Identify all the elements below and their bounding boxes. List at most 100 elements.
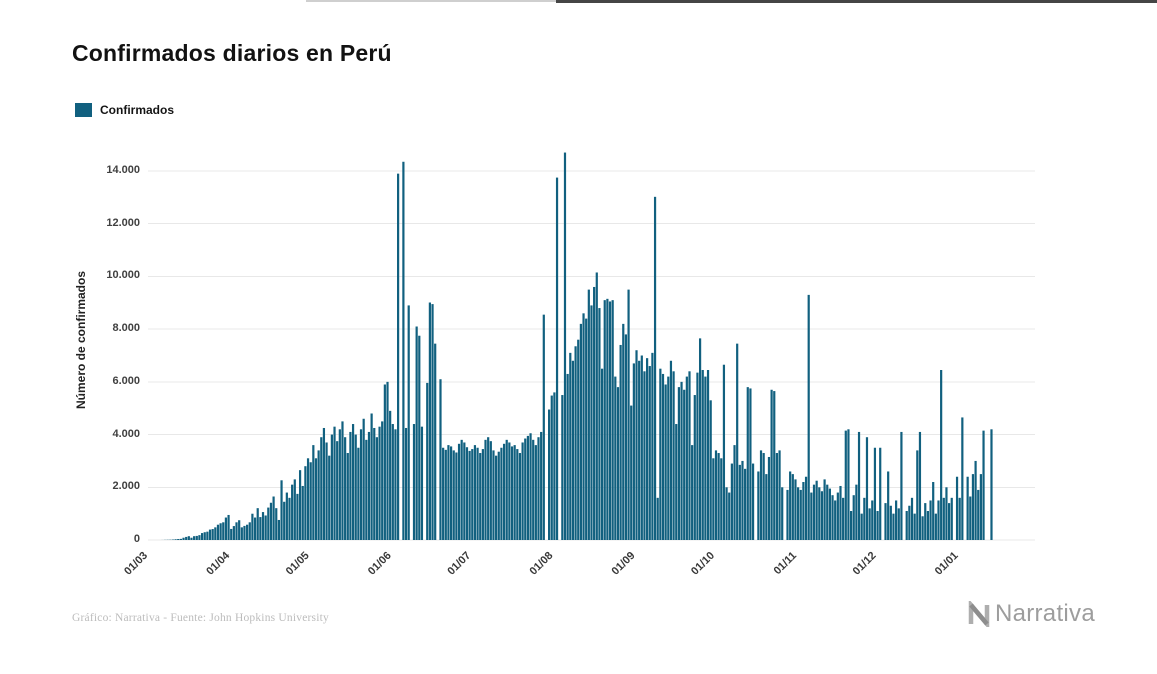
bar <box>797 487 800 540</box>
bar <box>762 453 765 540</box>
bar <box>709 400 712 540</box>
bar-chart-plot: 01/03 01/04 01/05 01/06 01/07 01/08 01/09 01/10… <box>122 152 1035 578</box>
bar <box>344 437 347 540</box>
bar <box>982 430 985 540</box>
bar <box>728 492 731 540</box>
bar <box>354 434 357 540</box>
bar <box>871 500 874 540</box>
bar <box>656 497 659 540</box>
bar <box>383 384 386 540</box>
bar <box>518 453 522 540</box>
bar <box>203 532 206 540</box>
bar <box>990 429 993 540</box>
bar <box>473 445 477 540</box>
bar <box>653 196 657 540</box>
bar <box>418 335 421 540</box>
bar <box>444 449 447 540</box>
bar <box>391 424 394 540</box>
bar <box>206 531 209 540</box>
bar <box>367 431 371 540</box>
bar <box>865 437 869 540</box>
bar <box>614 376 617 540</box>
bar <box>857 431 861 540</box>
bar <box>593 286 596 540</box>
bar <box>775 453 779 540</box>
bar <box>497 451 500 540</box>
bar <box>685 376 688 540</box>
bar <box>802 482 805 540</box>
bar <box>317 450 320 540</box>
bar <box>730 463 733 540</box>
bar <box>185 536 188 540</box>
bar <box>632 363 635 540</box>
bar <box>815 480 818 540</box>
bar <box>357 447 360 540</box>
bar <box>714 450 718 540</box>
x-tick-label: 01/07 <box>445 550 473 578</box>
bar <box>487 437 490 540</box>
bar <box>659 368 662 540</box>
bar <box>622 323 625 540</box>
bar <box>304 466 307 540</box>
bar <box>744 468 747 540</box>
legend-swatch-confirmados <box>75 103 92 117</box>
x-tick-label: 01/03 <box>122 550 150 578</box>
bar <box>887 471 890 540</box>
bar <box>333 426 336 540</box>
bar <box>619 344 622 540</box>
bar <box>828 488 831 540</box>
bar <box>767 456 771 541</box>
bar <box>375 437 379 540</box>
bar <box>373 427 376 540</box>
bar <box>897 508 900 540</box>
bar <box>211 529 214 540</box>
bar <box>582 313 585 540</box>
bar <box>256 508 259 540</box>
bar <box>696 372 699 540</box>
bar <box>457 443 461 540</box>
bar <box>680 381 683 540</box>
bar <box>238 520 241 540</box>
bar <box>216 524 220 540</box>
bar <box>804 476 808 540</box>
bar <box>277 519 280 540</box>
bar <box>691 445 694 540</box>
x-tick-label: 01/06 <box>366 550 394 578</box>
bar <box>630 405 633 540</box>
bar <box>664 384 667 540</box>
bar <box>958 497 961 540</box>
bar <box>926 511 930 540</box>
bar <box>341 421 344 540</box>
bar <box>283 501 286 540</box>
bar <box>476 447 479 540</box>
bar <box>706 370 710 540</box>
bar <box>616 387 620 540</box>
bar <box>426 382 429 540</box>
bar <box>298 470 302 540</box>
bar <box>820 491 824 540</box>
bar <box>698 338 702 540</box>
bar <box>561 395 564 540</box>
bar <box>516 449 519 540</box>
bar <box>174 539 177 540</box>
bar <box>635 350 638 540</box>
bar <box>812 484 816 540</box>
bar <box>595 272 598 540</box>
bar <box>600 368 604 540</box>
bar <box>402 161 405 540</box>
bar <box>314 458 318 540</box>
bar <box>359 429 363 540</box>
bar <box>198 535 201 540</box>
y-tick-label: 0 <box>133 533 140 545</box>
bar <box>442 447 445 540</box>
bar <box>778 450 781 540</box>
bar <box>296 493 299 541</box>
bar <box>563 152 567 541</box>
bar <box>177 539 180 540</box>
bar <box>397 173 400 540</box>
bar <box>651 352 654 540</box>
bar <box>669 360 673 540</box>
bar <box>913 513 916 540</box>
bar <box>884 503 887 540</box>
bar <box>248 522 251 540</box>
